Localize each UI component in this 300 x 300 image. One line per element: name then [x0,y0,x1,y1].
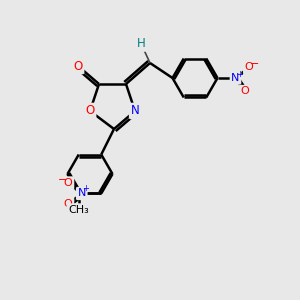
Text: +: + [82,184,89,194]
Text: N: N [231,73,240,83]
Text: O: O [64,199,73,209]
Text: O: O [240,86,249,97]
Text: O: O [85,104,94,118]
Text: O: O [244,62,253,73]
Text: −: − [58,175,68,185]
Text: N: N [130,104,140,118]
Text: O: O [74,59,82,73]
Text: −: − [250,59,259,69]
Text: +: + [236,70,242,79]
Text: O: O [64,178,73,188]
Text: CH₃: CH₃ [68,205,89,215]
Text: N: N [78,188,86,199]
Text: H: H [136,37,146,50]
